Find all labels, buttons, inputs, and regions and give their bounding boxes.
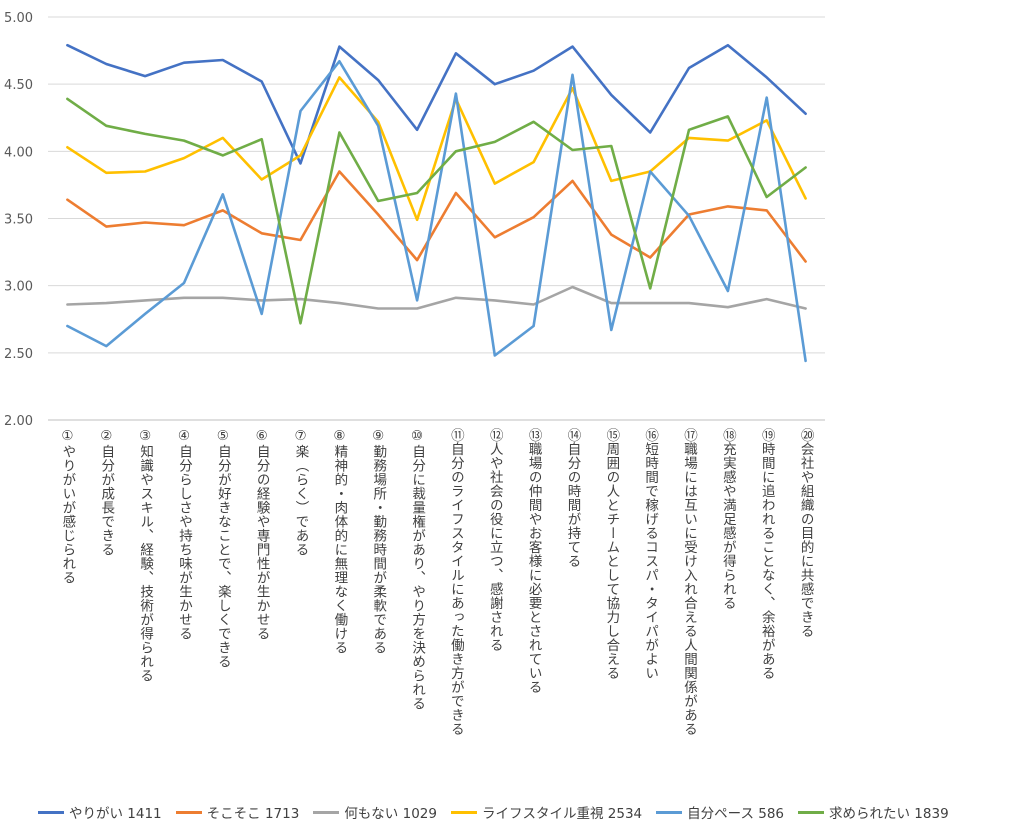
legend-item: 何もない 1029	[313, 802, 437, 822]
x-tick-label: ⑭自分の時間が持てる	[564, 428, 581, 568]
y-tick-label: 2.00	[4, 414, 33, 429]
series-line-5	[66, 59, 807, 363]
legend-item: 求められたい 1839	[798, 802, 949, 822]
y-tick-label: 4.00	[4, 145, 33, 160]
x-tick-label: ⑲時間に追われることなく、余裕がある	[758, 428, 775, 680]
x-tick-label: ⑨勤務場所・勤務時間が柔軟である	[370, 428, 387, 655]
series-line-2	[66, 170, 807, 263]
x-tick-label: ①やりがいが感じられる	[59, 428, 76, 585]
x-tick-label: ⑥自分の経験や専門性が生かせる	[253, 428, 270, 641]
y-tick-label: 2.50	[4, 347, 33, 362]
x-tick-label: ⑱充実感や満足感が得られる	[719, 428, 736, 610]
x-tick-label: ⑮周囲の人とチームとして協力し合える	[603, 428, 620, 680]
x-tick-label: ⑳会社や組織の目的に共感できる	[797, 428, 814, 638]
x-tick-label: ⑬職場の仲間やお客様に必要とされている	[525, 428, 542, 694]
legend-swatch	[798, 810, 825, 814]
legend-swatch	[313, 810, 340, 814]
x-tick-label: ⑦楽（らく）である	[292, 428, 309, 557]
legend-swatch	[656, 810, 683, 814]
legend-label: 何もない 1029	[344, 806, 437, 822]
legend: やりがい 1411 そこそこ 1713 何もない 1029 ライフスタイル重視 253…	[38, 802, 949, 822]
legend-swatch	[38, 810, 64, 814]
legend-label: 自分ペース 586	[687, 806, 785, 822]
x-tick-label: ③知識やスキル、経験、技術が得られる	[137, 428, 154, 683]
legend-item: やりがい 1411	[38, 802, 162, 822]
legend-label: そこそこ 1713	[206, 806, 300, 822]
legend-swatch	[450, 810, 477, 814]
legend-label: ライフスタイル重視 2534	[481, 806, 643, 822]
legend-label: やりがい 1411	[69, 806, 162, 822]
x-tick-label: ⑯短時間で稼げるコスパ・タイパがよい	[642, 428, 659, 680]
series-line-4	[66, 76, 807, 222]
x-tick-label: ⑤自分が好きなことで、楽しくできる	[214, 428, 231, 669]
x-tick-label: ⑫人や社会の役に立つ、感謝される	[486, 428, 503, 652]
y-tick-label: 4.50	[4, 78, 33, 93]
y-tick-label: 5.00	[4, 11, 33, 26]
y-tick-label: 3.50	[4, 213, 33, 228]
y-tick-label: 3.00	[4, 280, 33, 295]
x-tick-label: ⑧精神的・肉体的に無理なく働ける	[331, 428, 348, 655]
x-tick-label: ⑩自分に裁量権があり、やり方を決められる	[409, 428, 426, 711]
legend-item: 自分ペース 586	[656, 802, 784, 822]
x-tick-label: ②自分が成長できる	[98, 428, 115, 557]
series-line-1	[66, 43, 807, 165]
legend-item: ライフスタイル重視 2534	[450, 802, 643, 822]
legend-label: 求められたい 1839	[829, 806, 949, 822]
x-tick-label: ⑪自分のライフスタイルにあった働き方ができる	[447, 428, 464, 736]
legend-swatch	[175, 810, 202, 814]
series-line-6	[66, 97, 807, 325]
series-line-3	[66, 285, 807, 310]
x-tick-label: ⑰職場には互いに受け入れ合える人間関係がある	[681, 428, 698, 736]
x-tick-label: ④自分らしさや持ち味が生かせる	[175, 428, 192, 641]
legend-item: そこそこ 1713	[175, 802, 300, 822]
